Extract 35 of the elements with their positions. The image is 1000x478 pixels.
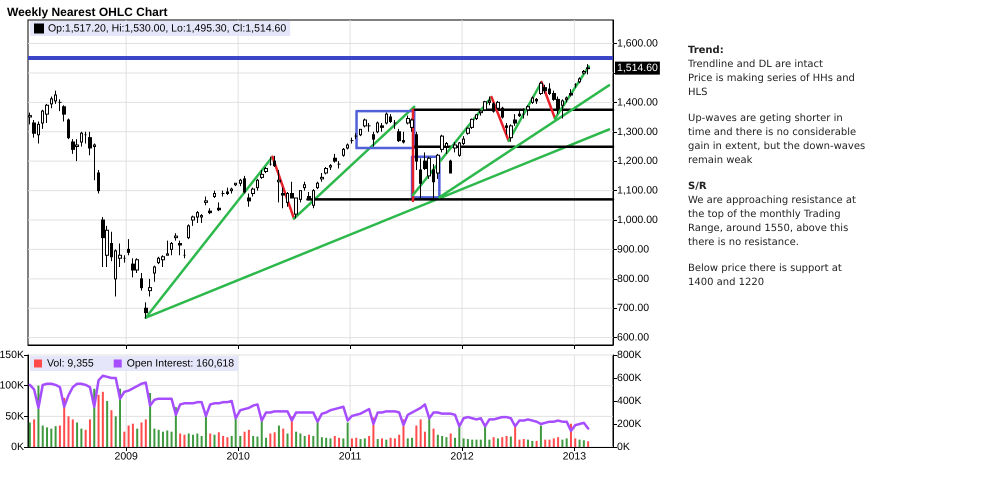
y-tick-label: 700.00 [617,302,650,314]
y-tick-label: 900.00 [617,243,650,256]
x-tick-label: 2010 [226,450,250,462]
text: We are approaching resistance at the top of the monthly Trading Range, around 1550, above this there is no resistance. [688,194,857,250]
text: S/R [688,180,708,194]
y-tick-label: 1,000.00 [617,214,658,226]
y2-tick-label: 200K [617,418,642,430]
y2-tick-label: 600K [617,372,642,384]
y-tick-label: 800.00 [617,272,650,285]
text: Price is making series of HHs and HLS [688,72,856,100]
text: Trendline and DL are intact [688,58,824,72]
legend-label: Op:1,517.20, Hi:1,530.00, Lo:1,495.30, Cl:1,514.60 [48,22,286,34]
y-tick-label: 1,200.00 [617,155,658,168]
y-tick-label: 600.00 [617,332,650,344]
text: Up-waves are geting shorter in time and there is no considerable gain in extent, but the down-waves remain weak [688,112,866,168]
x-tick-label: 2013 [562,450,586,462]
y2-tick-label: 800K [617,349,642,361]
y-tick-label: 1,300.00 [617,126,658,138]
chart-title: Weekly Nearest OHLC Chart [7,5,168,19]
y-tick-label: 150K [0,349,24,361]
y-tick-label: 1,400.00 [617,96,658,108]
y2-tick-label: 400K [617,395,642,407]
text: Below price there is support at 1400 and 1220 [688,262,843,290]
text: Trend: [688,44,725,58]
y-tick-label: 1,600.00 [617,38,658,50]
y-tick-label: 1,100.00 [617,184,658,197]
legend-label: Open Interest: 160,618 [126,358,234,370]
legend-label: Vol: 9,355 [47,358,94,370]
y-tick-label: 0K [11,441,24,453]
x-tick-label: 2011 [338,450,362,462]
x-tick-label: 2012 [450,450,474,462]
y-tick-label: 100K [0,380,24,392]
x-tick-label: 2009 [114,450,138,462]
text: 1,514.60 [617,62,658,74]
y-tick-label: 50K [5,410,24,422]
